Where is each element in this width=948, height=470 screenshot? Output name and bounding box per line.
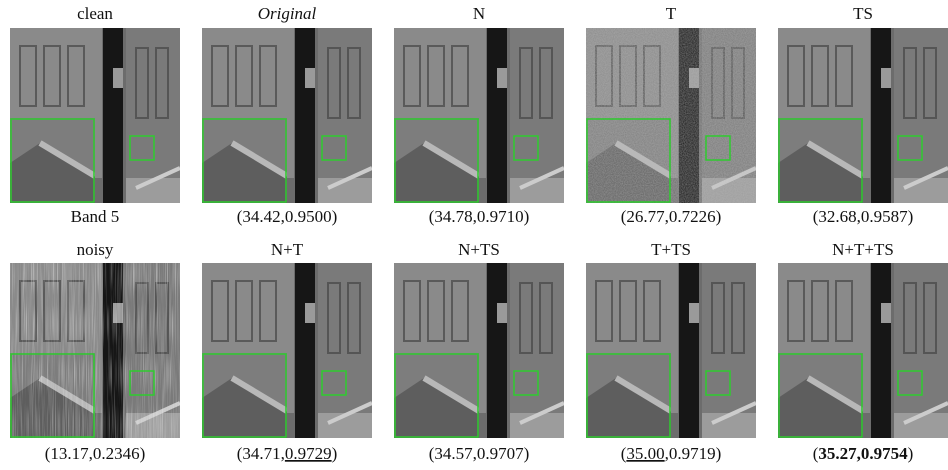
panel-title: N+T xyxy=(271,240,304,259)
panel: T+TS (35.00,0.9719) xyxy=(586,240,756,463)
panel-title: T+TS xyxy=(651,240,691,259)
panel-image xyxy=(778,263,948,438)
panel: N (34.78,0.9710) xyxy=(394,4,564,226)
zoom-inset xyxy=(586,353,671,438)
panel-caption: (32.68,0.9587) xyxy=(813,207,914,226)
panel: Original (34.42,0.9500) xyxy=(202,4,372,226)
caption-part: (34.71, xyxy=(237,444,285,463)
panel-caption: (26.77,0.7226) xyxy=(621,207,722,226)
zoom-inset xyxy=(778,353,863,438)
panel-image xyxy=(778,28,948,203)
panel-title: N+T+TS xyxy=(832,240,894,259)
panel: N+T+TS (35.27,0.9754) xyxy=(778,240,948,463)
panel-image xyxy=(10,263,180,438)
panel-caption: (35.00,0.9719) xyxy=(621,444,722,463)
caption-part: (26.77,0.7226) xyxy=(621,207,722,226)
caption-part: ) xyxy=(332,444,338,463)
zoom-inset xyxy=(10,118,95,203)
panel-caption: (34.42,0.9500) xyxy=(237,207,338,226)
caption-part: (34.57,0.9707) xyxy=(429,444,530,463)
panel: N+T (34.71,0.9729) xyxy=(202,240,372,463)
panel-caption: (13.17,0.2346) xyxy=(45,444,146,463)
panel: T (26.77,0.7226) xyxy=(586,4,756,226)
figure: clean Band 5 Original (34.42,0.9500) N (34.78… xyxy=(0,0,948,470)
caption-part: Band 5 xyxy=(71,207,120,226)
inset-noise xyxy=(10,353,95,438)
panel-title: N xyxy=(473,4,485,23)
panel-caption: (35.27,0.9754) xyxy=(813,444,914,463)
caption-part: 0.9729 xyxy=(285,444,332,463)
panel-image xyxy=(394,263,564,438)
panel: N+TS (34.57,0.9707) xyxy=(394,240,564,463)
panel-title: Original xyxy=(258,4,317,23)
caption-part: (34.78,0.9710) xyxy=(429,207,530,226)
panel-image xyxy=(202,28,372,203)
zoom-inset xyxy=(394,353,479,438)
panel-title: TS xyxy=(853,4,873,23)
panel-title: T xyxy=(666,4,677,23)
panel: noisy (13.17,0.2346) xyxy=(10,240,180,463)
panel: TS (32.68,0.9587) xyxy=(778,4,948,226)
panel-title: noisy xyxy=(77,240,114,259)
inset-noise xyxy=(586,118,671,203)
panel-caption: Band 5 xyxy=(71,207,120,226)
panel-title: N+TS xyxy=(458,240,500,259)
panel: clean Band 5 xyxy=(10,4,180,226)
panel-title: clean xyxy=(77,4,113,23)
panel-image xyxy=(394,28,564,203)
caption-part: ) xyxy=(908,444,914,463)
panel-image xyxy=(10,28,180,203)
caption-part: (32.68,0.9587) xyxy=(813,207,914,226)
caption-part: ,0.9719) xyxy=(665,444,722,463)
zoom-inset xyxy=(778,118,863,203)
panel-image xyxy=(586,263,756,438)
caption-part: 35.27,0.9754 xyxy=(818,444,908,463)
zoom-inset xyxy=(202,118,287,203)
zoom-inset xyxy=(202,353,287,438)
panel-caption: (34.57,0.9707) xyxy=(429,444,530,463)
panel-caption: (34.71,0.9729) xyxy=(237,444,338,463)
zoom-inset xyxy=(394,118,479,203)
caption-part: (34.42,0.9500) xyxy=(237,207,338,226)
panel-image xyxy=(202,263,372,438)
caption-part: (13.17,0.2346) xyxy=(45,444,146,463)
panel-caption: (34.78,0.9710) xyxy=(429,207,530,226)
panel-image xyxy=(586,28,756,203)
caption-part: 35.00 xyxy=(626,444,664,463)
